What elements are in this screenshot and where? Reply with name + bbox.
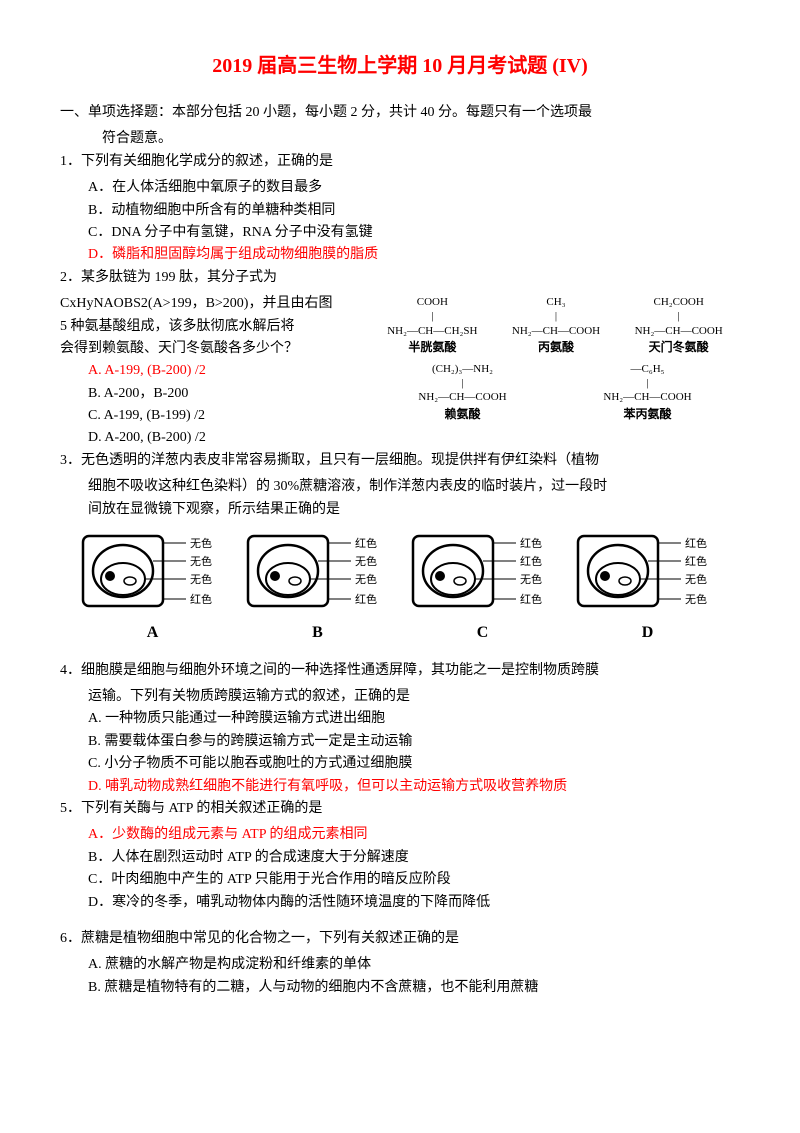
amino-5: —C₆H₅ | NH₂—CH—COOH 苯丙氨酸 [603, 362, 691, 422]
cell-D: 红色 红色 无色 无色 D [573, 531, 723, 646]
q4-stem: 4．细胞膜是细胞与细胞外环境之间的一种选择性通透屏障，其功能之一是控制物质跨膜 [60, 660, 740, 682]
svg-text:无色: 无色 [355, 554, 377, 568]
q4-a: A. 一种物质只能通过一种跨膜运输方式进出细胞 [60, 708, 740, 730]
cell-C: 红色 红色 无色 红色 C [408, 531, 558, 646]
svg-text:红色: 红色 [355, 592, 377, 606]
q4-d: D. 哺乳动物成熟红细胞不能进行有氧呼吸，但可以主动运输方式吸收营养物质 [60, 776, 740, 798]
svg-text:无色: 无色 [685, 592, 707, 606]
q5-a: A．少数酶的组成元素与 ATP 的组成元素相同 [60, 824, 740, 846]
exam-title: 2019 届高三生物上学期 10 月月考试题 (IV) [60, 50, 740, 82]
q4-b: B. 需要载体蛋白参与的跨膜运输方式一定是主动运输 [60, 731, 740, 753]
svg-text:红色: 红色 [520, 592, 542, 606]
q1-b: B．动植物细胞中所含有的单糖种类相同 [60, 200, 740, 222]
label-C: C [408, 620, 558, 646]
q5-c: C．叶肉细胞中产生的 ATP 只能用于光合作用的暗反应阶段 [60, 869, 740, 891]
q1-a: A．在人体活细胞中氧原子的数目最多 [60, 177, 740, 199]
svg-text:红色: 红色 [520, 554, 542, 568]
amino-2: CH₃ | NH₂—CH—COOH 丙氨酸 [512, 295, 600, 355]
svg-text:无色: 无色 [190, 554, 212, 568]
cell-svg-B: 红色 无色 无色 红色 [243, 531, 393, 616]
q3-l2: 细胞不吸收这种红色染料）的 30%蔗糖溶液，制作洋葱内表皮的临时装片，过一段时 [60, 476, 740, 498]
q2-l4: 会得到赖氨酸、天门冬氨酸各多少个？ [60, 338, 370, 360]
q4-l2: 运输。下列有关物质跨膜运输方式的叙述，正确的是 [60, 686, 740, 708]
svg-text:红色: 红色 [355, 536, 377, 550]
svg-text:无色: 无色 [685, 572, 707, 586]
svg-text:无色: 无色 [355, 572, 377, 586]
label-D: D [573, 620, 723, 646]
q2-body: CxHyNAOBS2(A>199，B>200)，并且由右图 5 种氨基酸组成，该… [60, 293, 740, 450]
amino-1: COOH | NH₂—CH—CH₂SH 半胱氨酸 [387, 295, 477, 355]
q5-b: B．人体在剧烈运动时 ATP 的合成速度大于分解速度 [60, 847, 740, 869]
section-header-1: 一、单项选择题：本部分包括 20 小题，每小题 2 分，共计 40 分。每题只有… [60, 102, 740, 124]
section-header-2: 符合题意。 [60, 128, 740, 150]
q6-a: A. 蔗糖的水解产物是构成淀粉和纤维素的单体 [60, 954, 740, 976]
q2-b: B. A-200，B-200 [60, 383, 370, 405]
svg-text:红色: 红色 [190, 592, 212, 606]
q1-d: D．磷脂和胆固醇均属于组成动物细胞膜的脂质 [60, 244, 740, 266]
q6-b: B. 蔗糖是植物特有的二糖，人与动物的细胞内不含蔗糖，也不能利用蔗糖 [60, 977, 740, 999]
q2-stem: 2．某多肽链为 199 肽，其分子式为 [60, 267, 740, 289]
q2-c: C. A-199, (B-199) /2 [60, 405, 370, 427]
q3-stem: 3．无色透明的洋葱内表皮非常容易撕取，且只有一层细胞。现提供拌有伊红染料（植物 [60, 450, 740, 472]
svg-text:无色: 无色 [190, 572, 212, 586]
svg-text:无色: 无色 [190, 536, 212, 550]
cell-svg-A: 无色 无色 无色 红色 [78, 531, 228, 616]
svg-text:无色: 无色 [520, 572, 542, 586]
q2-a: A. A-199, (B-200) /2 [60, 360, 370, 382]
cell-diagrams: 无色 无色 无色 红色 A 红色 无色 无色 红色 B [60, 531, 740, 646]
cell-svg-C: 红色 红色 无色 红色 [408, 531, 558, 616]
svg-text:红色: 红色 [520, 536, 542, 550]
q2-d: D. A-200, (B-200) /2 [60, 427, 370, 449]
q3-l3: 间放在显微镜下观察，所示结果正确的是 [60, 499, 740, 521]
svg-text:红色: 红色 [685, 554, 707, 568]
amino-3: CH₂COOH | NH₂—CH—COOH 天门冬氨酸 [635, 295, 723, 355]
q4-c: C. 小分子物质不可能以胞吞或胞吐的方式通过细胞膜 [60, 753, 740, 775]
cell-svg-D: 红色 红色 无色 无色 [573, 531, 723, 616]
q2-l2: CxHyNAOBS2(A>199，B>200)，并且由右图 [60, 293, 370, 315]
label-B: B [243, 620, 393, 646]
q2-left-text: CxHyNAOBS2(A>199，B>200)，并且由右图 5 种氨基酸组成，该… [60, 293, 370, 450]
amino-4: (CH₂)₃—NH₂ | NH₂—CH—COOH 赖氨酸 [418, 362, 506, 422]
q2-l3: 5 种氨基酸组成，该多肽彻底水解后将 [60, 316, 370, 338]
q1-stem: 1．下列有关细胞化学成分的叙述，正确的是 [60, 151, 740, 173]
q6-stem: 6．蔗糖是植物细胞中常见的化合物之一，下列有关叙述正确的是 [60, 928, 740, 950]
amino-acid-diagram: COOH | NH₂—CH—CH₂SH 半胱氨酸 CH₃ | NH₂—CH—CO… [370, 293, 740, 428]
q5-d: D．寒冷的冬季，哺乳动物体内酶的活性随环境温度的下降而降低 [60, 892, 740, 914]
cell-A: 无色 无色 无色 红色 A [78, 531, 228, 646]
q5-stem: 5．下列有关酶与 ATP 的相关叙述正确的是 [60, 798, 740, 820]
label-A: A [78, 620, 228, 646]
cell-B: 红色 无色 无色 红色 B [243, 531, 393, 646]
svg-text:红色: 红色 [685, 536, 707, 550]
q1-c: C．DNA 分子中有氢键，RNA 分子中没有氢键 [60, 222, 740, 244]
